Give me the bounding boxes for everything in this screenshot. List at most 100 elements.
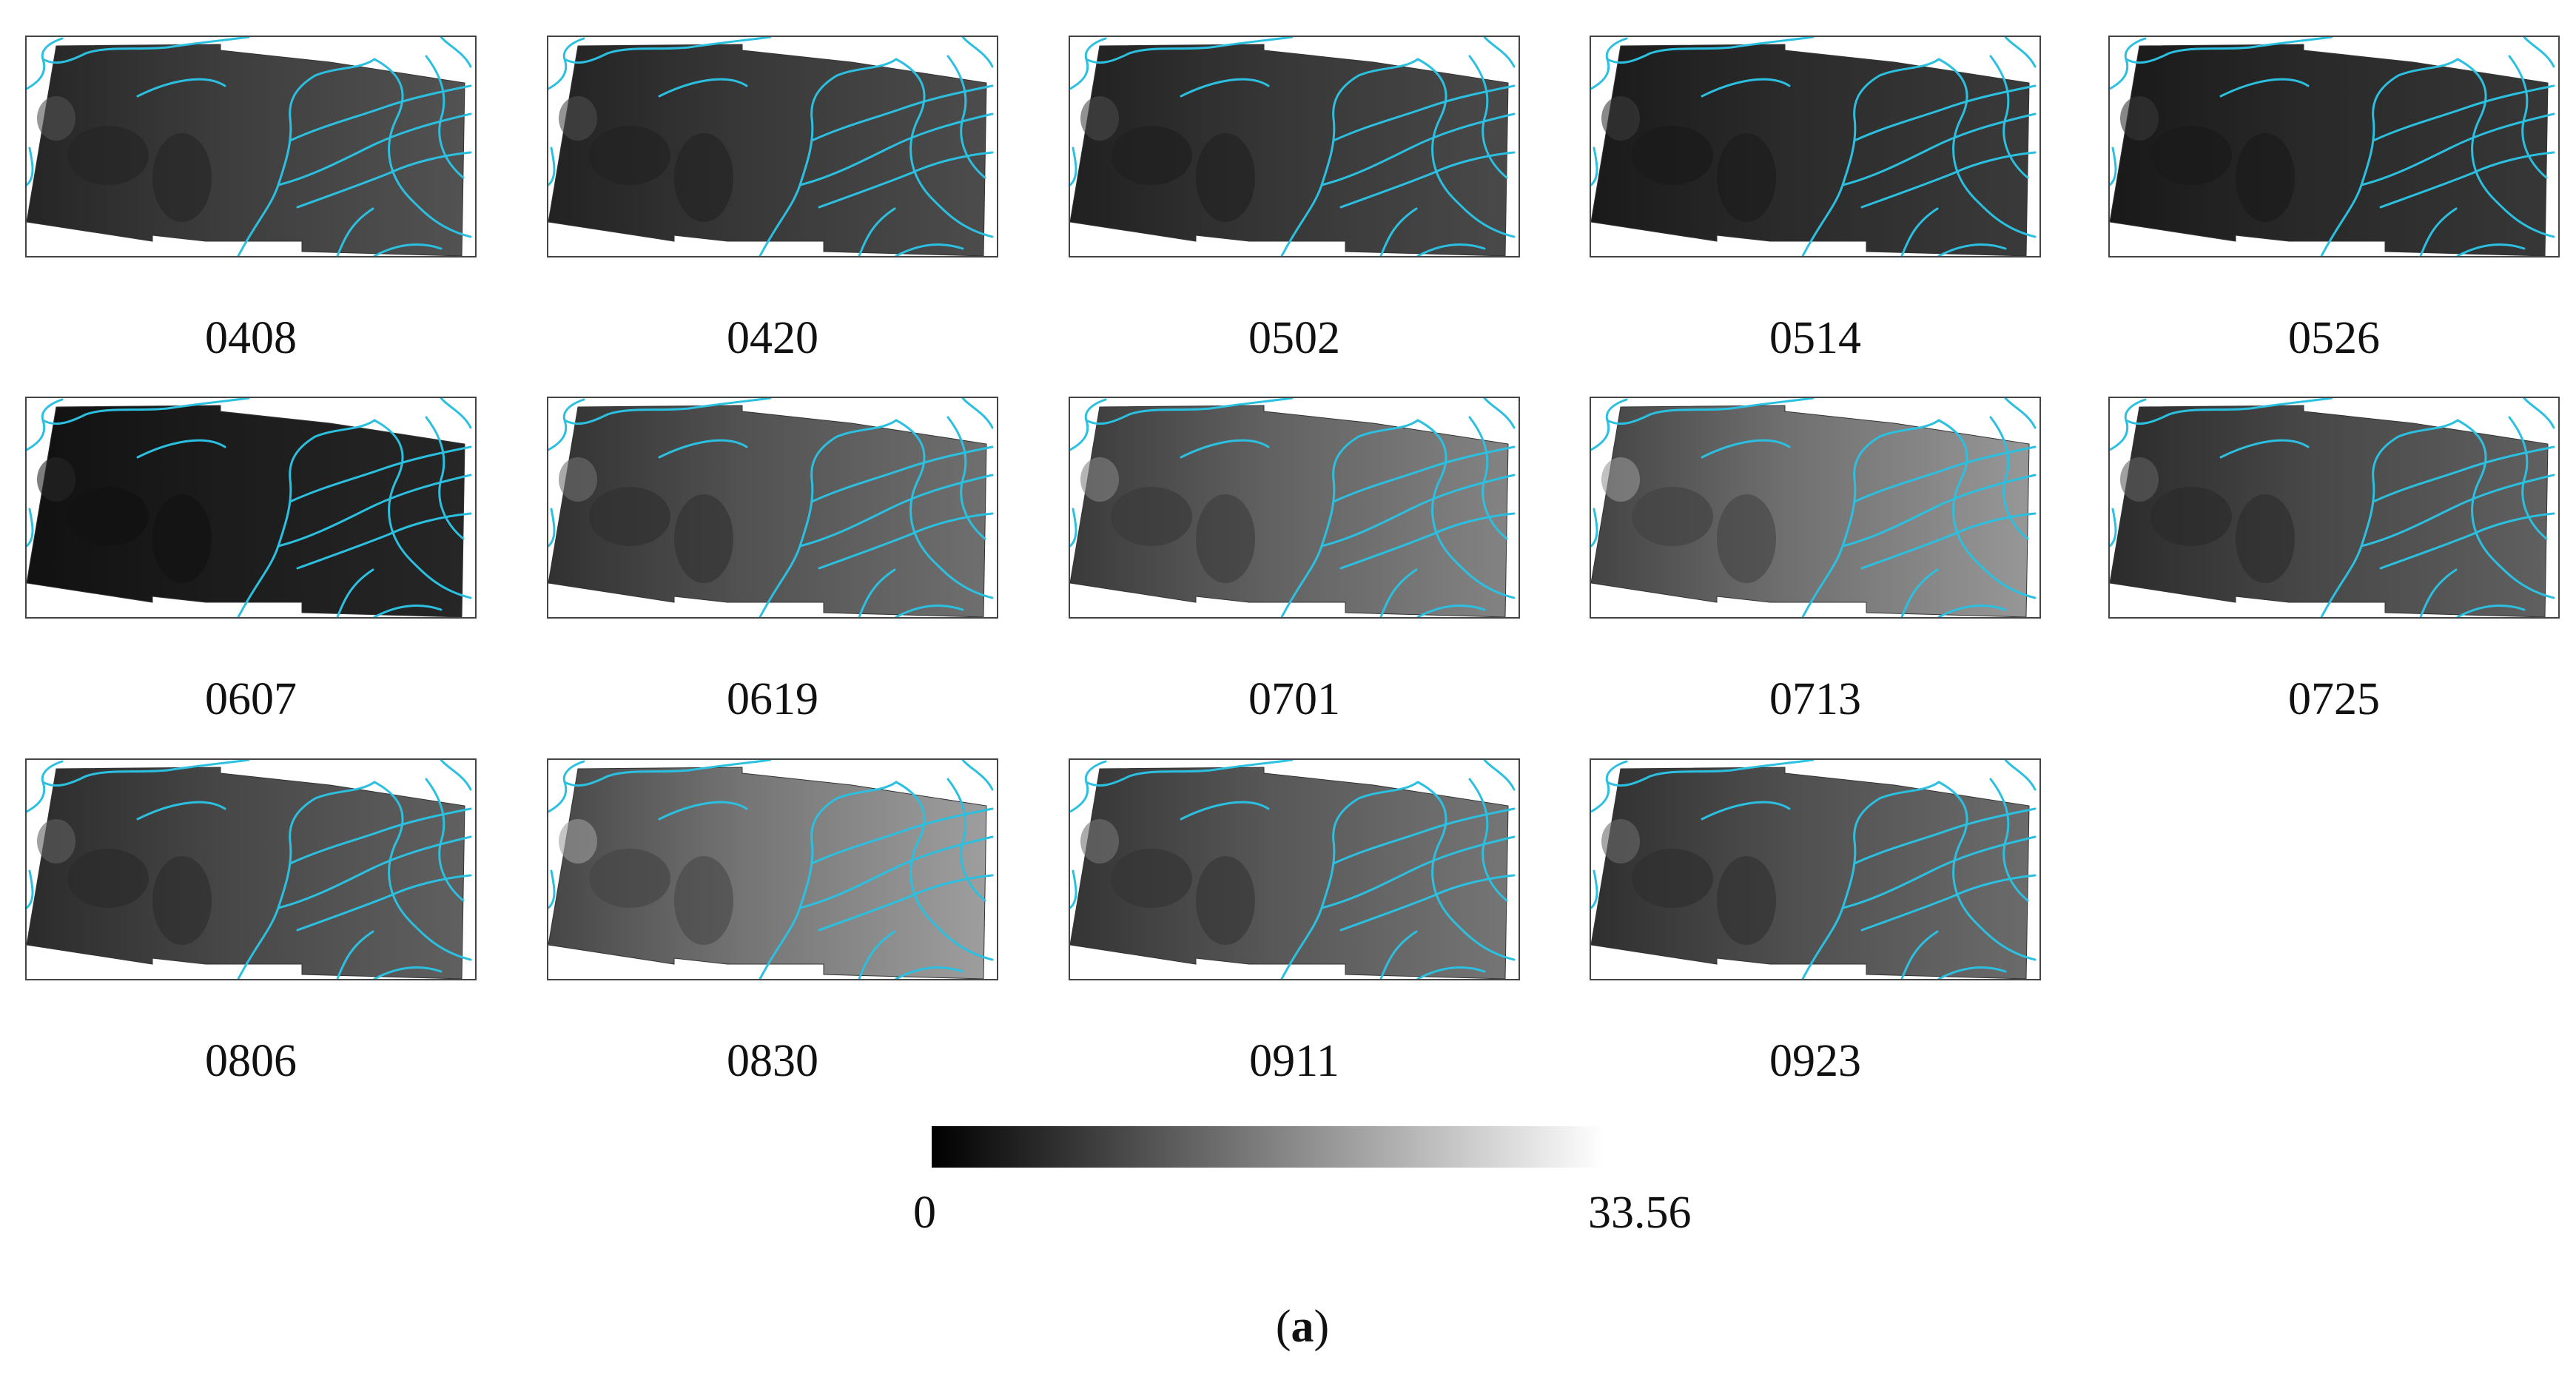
caption-close-paren: ) — [1314, 1302, 1330, 1352]
river-line — [895, 966, 964, 979]
dark-patch — [152, 133, 212, 222]
dark-patch — [589, 849, 670, 908]
scene-footprint — [1070, 405, 1509, 617]
river-line — [563, 37, 772, 64]
river-line — [1937, 58, 2037, 238]
bright-patch — [37, 819, 75, 863]
map-panel-0408 — [25, 36, 477, 257]
map-panel-0619 — [547, 397, 998, 619]
river-line — [1379, 568, 1418, 617]
bright-patch — [37, 457, 75, 502]
map-panel-0806 — [25, 758, 477, 980]
river-line — [1483, 398, 1516, 429]
sar-scene-0420 — [548, 37, 994, 256]
river-line — [1937, 243, 2007, 256]
river-line — [277, 112, 472, 186]
dark-patch — [1717, 133, 1776, 222]
date-label-0514: 0514 — [1769, 313, 1861, 363]
date-label-0713: 0713 — [1769, 674, 1861, 724]
date-label-0911: 0911 — [1249, 1036, 1339, 1086]
sar-scene-0830 — [548, 760, 994, 979]
scene-footprint — [1591, 405, 2030, 617]
bright-patch — [1080, 457, 1119, 502]
river-line — [658, 78, 748, 98]
river-line — [798, 474, 994, 548]
river-line — [1841, 835, 2037, 909]
river-line — [548, 869, 556, 909]
river-line — [1701, 801, 1791, 821]
river-line — [1900, 568, 1939, 617]
river-line — [2523, 37, 2555, 68]
river-line — [1085, 398, 1294, 425]
map-panel-0514 — [1590, 36, 2041, 257]
sar-scene-0526 — [2110, 37, 2555, 256]
caption-letter: a — [1291, 1302, 1314, 1352]
caption-open-paren: ( — [1275, 1302, 1291, 1352]
sar-scene-0911 — [1070, 760, 1516, 979]
river-line — [1416, 966, 1486, 979]
river-line — [1801, 781, 1940, 979]
date-label-0701: 0701 — [1248, 674, 1340, 724]
river-line — [1900, 207, 1939, 256]
date-label-0607: 0607 — [205, 674, 297, 724]
dark-patch — [1717, 856, 1776, 945]
river-line — [373, 966, 443, 979]
river-line — [296, 512, 472, 570]
river-line — [2125, 398, 2333, 425]
river-line — [2456, 58, 2555, 238]
sar-scene-0713 — [1591, 398, 2037, 617]
river-line — [563, 760, 772, 787]
river-line — [1937, 419, 2037, 599]
river-line — [336, 930, 374, 979]
dark-patch — [152, 856, 212, 945]
river-line — [2219, 78, 2310, 98]
bright-patch — [1601, 96, 1640, 141]
river-line — [548, 508, 556, 548]
dark-patch — [67, 126, 149, 185]
river-line — [548, 147, 556, 186]
river-line — [1989, 416, 2029, 540]
river-line — [1339, 512, 1516, 570]
dark-patch — [1632, 126, 1713, 185]
sar-scene-0408 — [27, 37, 472, 256]
river-line — [1701, 439, 1791, 459]
river-line — [2320, 58, 2459, 256]
river-line — [858, 207, 896, 256]
dark-patch — [2236, 494, 2295, 583]
river-line — [1070, 508, 1077, 548]
map-panel-0911 — [1069, 758, 1520, 980]
river-line — [373, 781, 472, 961]
river-line — [1860, 151, 2037, 209]
river-line — [2456, 419, 2555, 599]
river-line — [1339, 874, 1516, 932]
river-line — [563, 398, 772, 425]
river-line — [440, 37, 472, 68]
river-line — [858, 930, 896, 979]
river-line — [136, 439, 226, 459]
river-line — [1085, 37, 1294, 64]
grayscale-colorbar — [932, 1126, 1604, 1168]
river-line — [41, 760, 250, 787]
river-line — [818, 874, 994, 932]
dark-patch — [2150, 126, 2232, 185]
river-line — [1606, 398, 1815, 425]
scene-footprint — [548, 405, 987, 617]
river-line — [1591, 147, 1598, 186]
river-line — [336, 568, 374, 617]
river-line — [946, 55, 986, 179]
river-line — [1416, 419, 1516, 599]
river-line — [2320, 419, 2459, 617]
river-line — [2456, 605, 2526, 617]
river-line — [2110, 147, 2117, 186]
river-line — [1180, 801, 1270, 821]
river-line — [2004, 398, 2037, 429]
bright-patch — [1080, 96, 1119, 141]
map-panel-0713 — [1590, 397, 2041, 619]
sar-scene-0725 — [2110, 398, 2555, 617]
sar-scene-0514 — [1591, 37, 2037, 256]
dark-patch — [1632, 849, 1713, 908]
dark-patch — [1196, 856, 1255, 945]
bright-patch — [559, 457, 597, 502]
river-line — [237, 58, 376, 256]
river-line — [895, 781, 994, 961]
